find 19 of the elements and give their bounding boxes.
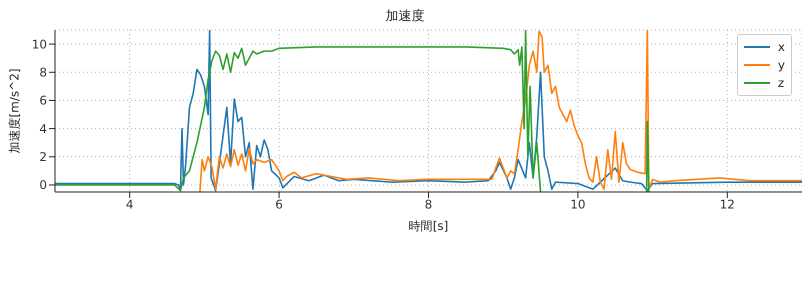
- legend-label: z: [778, 75, 784, 92]
- line-series: [199, 30, 802, 192]
- y-tick-label: 8: [39, 66, 47, 80]
- line-series: [55, 30, 802, 192]
- chart-title: 加速度: [384, 8, 426, 26]
- y-tick-label: 2: [39, 150, 47, 164]
- y-axis-title: 加速度[m/s^2]: [7, 68, 22, 154]
- y-tick-label: 4: [39, 122, 47, 136]
- x-tick-label: 12: [720, 198, 735, 212]
- x-tick-label: 10: [570, 198, 586, 212]
- legend-label: y: [778, 57, 785, 74]
- legend-label: x: [778, 39, 785, 56]
- x-tick-label: 6: [275, 198, 283, 212]
- x-tick-label: 8: [424, 198, 432, 212]
- y-tick-label: 6: [39, 94, 47, 108]
- y-tick-label: 0: [39, 178, 47, 192]
- y-tick-label: 10: [32, 37, 47, 52]
- x-tick-label: 4: [126, 198, 134, 212]
- x-axis-title: 時間[s]: [408, 219, 448, 233]
